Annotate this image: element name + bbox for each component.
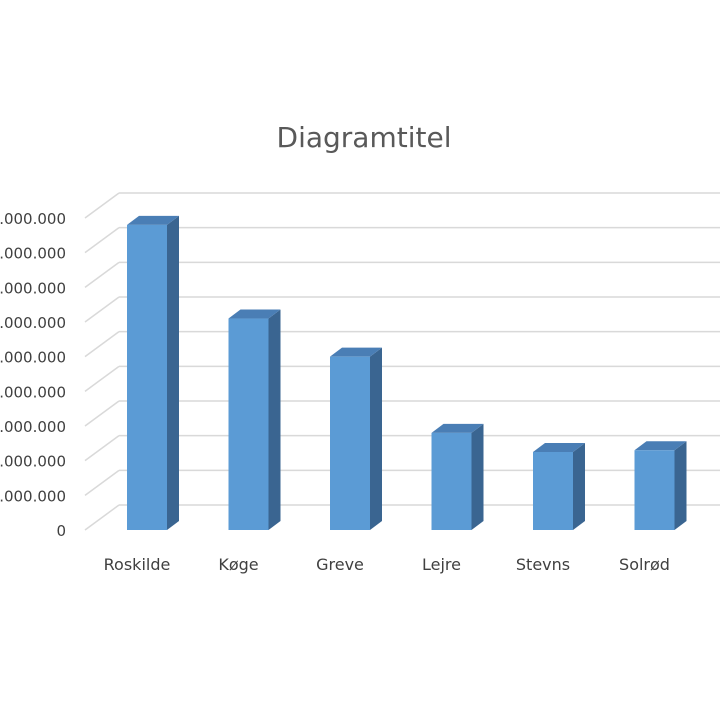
bar [533, 443, 585, 530]
gridline-diagonal [84, 469, 120, 496]
bar [634, 441, 687, 530]
bar-top [127, 215, 179, 225]
bars [127, 215, 687, 530]
bar-side [674, 441, 687, 530]
bar [330, 347, 382, 530]
y-tick-label: 7.000.000 [0, 279, 66, 297]
x-category-label: Roskilde [104, 555, 171, 574]
y-tick-label: 2.000.000 [0, 453, 66, 471]
bar-top [228, 309, 281, 319]
y-axis-ticks: 0 1.000.000 2.000.000 3.000.000 4.000.000 5.0… [0, 210, 66, 540]
bar-side [268, 309, 281, 530]
y-tick-label: 4.000.000 [0, 383, 66, 401]
gridline-diagonal [84, 435, 120, 462]
y-tick-label: 6.000.000 [0, 314, 66, 332]
bar-side [573, 443, 585, 530]
gridline-diagonal [84, 296, 120, 323]
bar [431, 423, 484, 530]
gridline-diagonal [84, 400, 120, 427]
x-category-label: Køge [218, 555, 258, 574]
y-tick-label: 3.000.000 [0, 418, 66, 436]
x-category-label: Lejre [422, 555, 461, 574]
bar-front [634, 450, 675, 530]
x-category-label: Greve [316, 555, 364, 574]
bar-top [634, 441, 687, 451]
bar-side [167, 215, 179, 530]
x-category-label: Stevns [516, 555, 570, 574]
bar [228, 309, 281, 530]
bar-top [431, 423, 484, 433]
bar-front [330, 356, 370, 530]
gridline-diagonal [84, 504, 120, 531]
y-tick-label: 8.000.000 [0, 245, 66, 263]
bar-top [533, 443, 585, 452]
bar-top [330, 347, 382, 357]
y-tick-label: 1.000.000 [0, 487, 66, 505]
gridline-diagonal [84, 365, 120, 392]
bar-front [228, 318, 269, 530]
gridline-diagonal [84, 192, 120, 219]
bar-side [471, 423, 484, 530]
bar-side [370, 347, 382, 530]
gridlines [84, 192, 720, 531]
x-axis-categories: Roskilde Køge Greve Lejre Stevns Solrød [104, 555, 670, 574]
x-category-label: Solrød [619, 555, 670, 574]
gridline-diagonal [84, 261, 120, 288]
chart-title: Diagramtitel [276, 121, 452, 154]
y-tick-label: 9.000.000 [0, 210, 66, 228]
gridline-diagonal [84, 227, 120, 254]
bar-front [431, 432, 472, 530]
y-tick-label: 5.000.000 [0, 349, 66, 367]
bar-front [127, 224, 167, 530]
y-tick-label: 0 [56, 522, 66, 540]
bar [127, 215, 179, 530]
bar-front [533, 452, 573, 530]
gridline-diagonal [84, 331, 120, 358]
